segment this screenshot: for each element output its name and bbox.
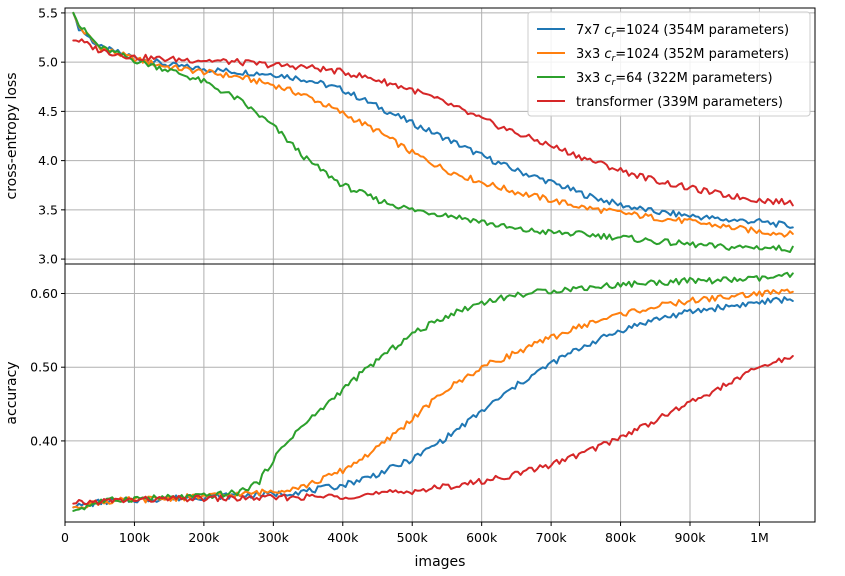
legend-label: transformer (339M parameters) [576, 95, 783, 110]
series-line [72, 296, 794, 509]
y-tick-label: 3.0 [38, 252, 58, 267]
x-tick-label: 800k [605, 530, 637, 545]
accuracy-y-axis-label: accuracy [4, 361, 20, 424]
series-line [72, 11, 794, 253]
y-tick-label: 3.5 [38, 202, 58, 217]
series-line [72, 355, 794, 506]
x-tick-label: 1M [750, 530, 769, 545]
accuracy-panel: 0.40 0.50 0.60 accuracy 0 100k 200k 300k 400k 5… [4, 263, 816, 570]
y-tick-label: 4.5 [38, 104, 58, 119]
series-line [72, 288, 794, 510]
accuracy-series-group [72, 271, 794, 512]
x-axis-label: images [415, 554, 466, 570]
legend-box [527, 11, 811, 117]
x-tick-label: 400k [327, 530, 359, 545]
y-tick-label: 0.60 [30, 286, 58, 301]
accuracy-plot-frame [64, 263, 816, 523]
x-tick-label: 300k [258, 530, 290, 545]
x-axis-ticks: 0 100k 200k 300k 400k 500k 600k 700k 800k 900k 1M [61, 522, 769, 545]
loss-y-axis-label: cross-entropy loss [4, 72, 20, 199]
x-tick-label: 900k [674, 530, 706, 545]
x-tick-label: 100k [119, 530, 151, 545]
x-tick-label: 200k [188, 530, 220, 545]
loss-panel: 3.0 3.5 4.0 4.5 5.0 5.5 cross-entropy loss 7x… [4, 5, 816, 267]
legend: 7x7 cr=1024 (354M parameters) 3x3 cr=1024… [527, 11, 811, 117]
y-tick-label: 5.5 [38, 5, 58, 20]
series-line [72, 271, 794, 512]
x-tick-label: 0 [61, 530, 69, 545]
y-tick-label: 0.40 [30, 433, 58, 448]
accuracy-y-ticks: 0.40 0.50 0.60 [30, 286, 65, 448]
y-tick-label: 0.50 [30, 360, 58, 375]
loss-y-ticks: 3.0 3.5 4.0 4.5 5.0 5.5 [38, 5, 65, 267]
x-tick-label: 500k [397, 530, 429, 545]
x-tick-label: 700k [536, 530, 568, 545]
legend-label: 3x3 cr=1024 (352M parameters) [576, 47, 789, 64]
legend-label: 3x3 cr=64 (322M parameters) [576, 71, 773, 88]
legend-label: 7x7 cr=1024 (354M parameters) [576, 23, 789, 40]
x-tick-label: 600k [466, 530, 498, 545]
series-line [72, 38, 794, 207]
y-tick-label: 4.0 [38, 153, 58, 168]
y-tick-label: 5.0 [38, 55, 58, 70]
series-line [72, 11, 794, 229]
accuracy-grid [64, 264, 815, 522]
loss-series-group [72, 11, 794, 253]
series-line [72, 11, 794, 238]
